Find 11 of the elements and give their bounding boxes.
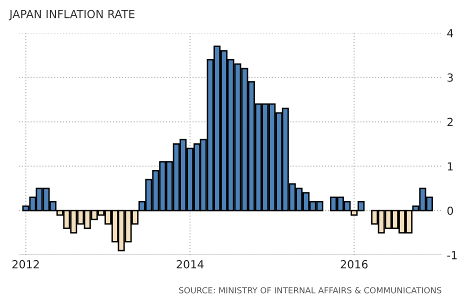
- y-tick-label: 1: [448, 162, 453, 170]
- x-tick-label: 2016: [340, 260, 368, 268]
- x-tick-label: 2014: [176, 260, 204, 268]
- y-tick-label: 3: [448, 73, 453, 82]
- chart-title: JAPAN INFLATION RATE: [8, 10, 134, 20]
- y-tick-label: -1: [447, 251, 457, 260]
- y-tick-label: 4: [447, 29, 454, 38]
- y-tick-label: 2: [447, 118, 453, 126]
- source-note: SOURCE: MINISTRY OF INTERNAL AFFAIRS & COMMUNICATIONS: [179, 287, 442, 294]
- y-tick-label: 0: [447, 206, 453, 215]
- x-tick-label: 2012: [12, 260, 39, 268]
